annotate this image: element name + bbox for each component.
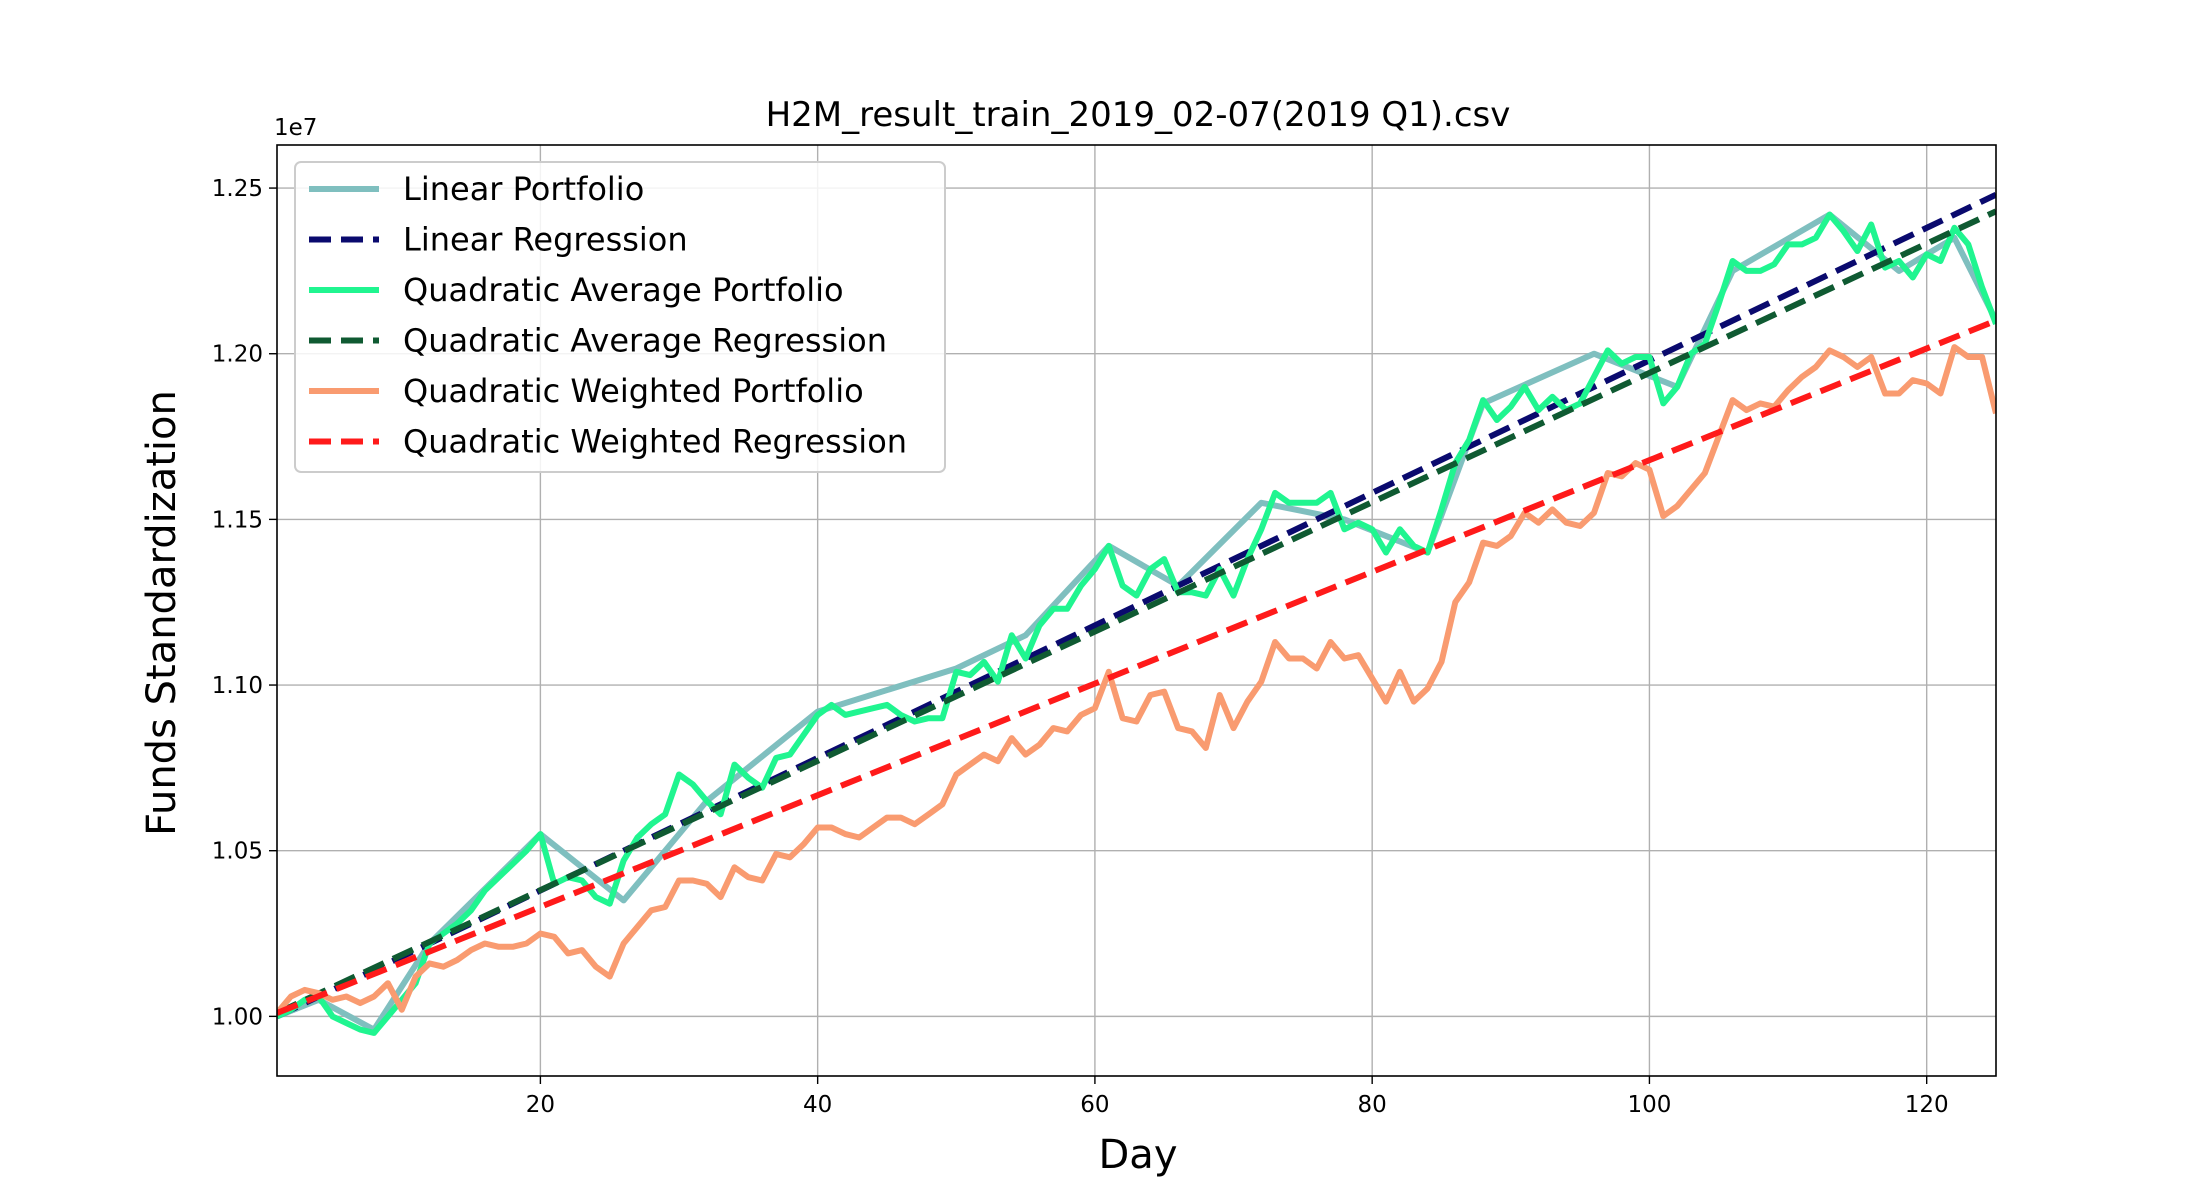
x-tick-label: 80 <box>1358 1092 1387 1118</box>
x-tick-label: 60 <box>1080 1092 1109 1118</box>
series-quadratic-weighted-regression <box>277 317 1996 1016</box>
series-quadratic-average-portfolio <box>277 211 1996 1036</box>
chart-title: H2M_result_train_2019_02-07(2019 Q1).csv <box>766 95 1511 135</box>
plot-frame <box>276 144 1997 1077</box>
y-tick-label: 1.20 <box>212 342 263 368</box>
legend-box <box>294 161 946 473</box>
legend-label: Quadratic Weighted Portfolio <box>403 372 864 410</box>
x-tick-label: 100 <box>1627 1092 1671 1118</box>
y-tick-label: 1.00 <box>212 1004 263 1030</box>
legend-label: Quadratic Average Regression <box>403 322 887 360</box>
ticks: 20 40 60 80 100 120 1.00 1.05 1.10 1.15 1.20 1.25 <box>212 176 1949 1118</box>
legend: Linear Portfolio Linear Regression Quadrat… <box>294 161 946 473</box>
legend-label: Quadratic Average Portfolio <box>403 271 844 309</box>
legend-label: Quadratic Weighted Regression <box>403 423 907 461</box>
series-group <box>277 191 1996 1036</box>
y-tick-label: 1.15 <box>212 507 263 533</box>
y-tick-label: 1.10 <box>212 673 263 699</box>
legend-label: Linear Regression <box>403 221 688 259</box>
x-tick-label: 40 <box>803 1092 832 1118</box>
x-tick-label: 120 <box>1905 1092 1949 1118</box>
legend-label: Linear Portfolio <box>403 170 644 208</box>
y-tick-label: 1.25 <box>212 176 263 202</box>
series-quadratic-average-regression <box>277 208 1996 1016</box>
y-tick-label: 1.05 <box>212 839 263 865</box>
y-offset-label: 1e7 <box>274 115 317 141</box>
series-quadratic-weighted-portfolio <box>277 344 1996 1015</box>
x-tick-label: 20 <box>526 1092 555 1118</box>
x-axis-label: Day <box>1099 1132 1178 1178</box>
y-axis-label: Funds Standardization <box>139 390 185 836</box>
